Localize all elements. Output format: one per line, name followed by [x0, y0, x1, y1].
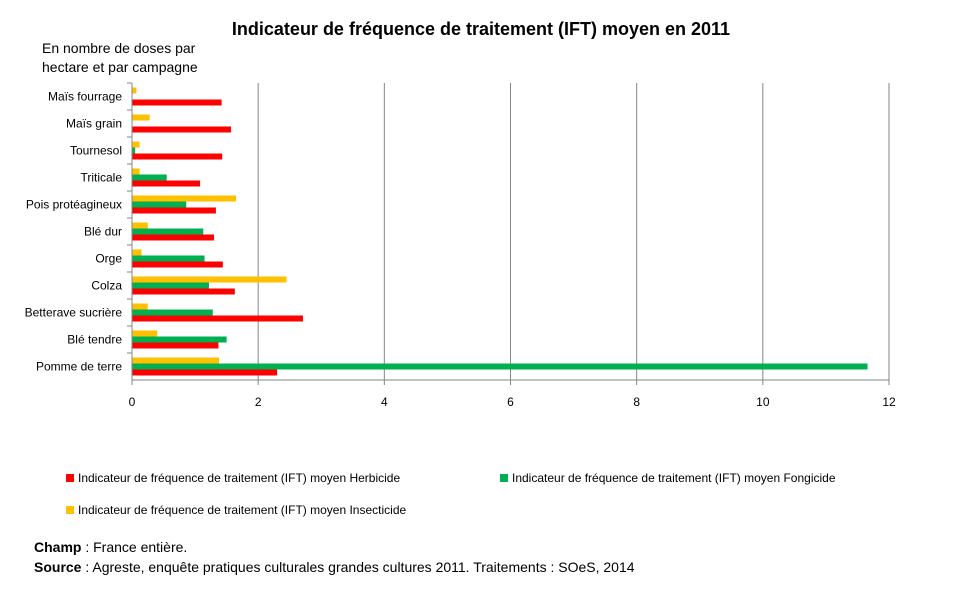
bar	[132, 369, 278, 376]
bar	[132, 195, 237, 202]
bar	[132, 141, 140, 148]
category-label: Blé dur	[84, 225, 122, 239]
bar	[132, 114, 150, 121]
category-label: Maïs grain	[66, 117, 122, 131]
footer-champ: Champ : France entière.	[34, 539, 187, 555]
x-tick-labels: 0 2 4 6 8 10 12	[129, 395, 896, 409]
bar	[132, 315, 303, 322]
footer-source-text: : Agreste, enquête pratiques culturales …	[81, 559, 635, 575]
bar	[132, 168, 140, 175]
bar	[132, 276, 287, 283]
bar	[132, 303, 148, 310]
footer-source: Source : Agreste, enquête pratiques cult…	[34, 559, 635, 575]
bar	[132, 363, 868, 370]
x-tick-label: 2	[255, 395, 262, 409]
bars	[132, 87, 868, 376]
bar	[132, 309, 213, 316]
category-label: Pois protéagineux	[26, 198, 122, 212]
category-label: Orge	[95, 252, 122, 266]
legend-label-insecticide: Indicateur de fréquence de traitement (I…	[78, 503, 407, 517]
bar	[132, 282, 209, 289]
legend-swatch-insecticide	[66, 506, 74, 514]
bar	[132, 261, 223, 268]
bar	[132, 222, 148, 229]
footer-source-label: Source	[34, 559, 82, 575]
x-tick-label: 4	[381, 395, 388, 409]
legend-swatch-fongicide	[500, 474, 508, 482]
x-tick-label: 10	[756, 395, 770, 409]
bar	[132, 228, 204, 235]
legend-label-fongicide: Indicateur de fréquence de traitement (I…	[512, 471, 836, 485]
bar	[132, 153, 223, 160]
bar	[132, 201, 187, 208]
category-label: Colza	[91, 279, 122, 293]
bar	[132, 249, 142, 256]
legend-item-insecticide: Indicateur de fréquence de traitement (I…	[66, 503, 406, 517]
category-label: Maïs fourrage	[48, 90, 122, 104]
category-label: Triticale	[80, 171, 122, 185]
unit-label-line-2: hectare et par campagne	[42, 59, 198, 75]
category-label: Betterave sucrière	[25, 306, 123, 320]
category-label: Blé tendre	[67, 333, 122, 347]
x-tick-label: 0	[129, 395, 136, 409]
category-label: Pomme de terre	[36, 360, 122, 374]
bar	[132, 255, 205, 262]
category-label: Tournesol	[70, 144, 122, 158]
category-labels: Maïs fourrage Maïs grain Tournesol Tritical…	[25, 90, 123, 374]
bar	[132, 342, 219, 349]
footer-champ-label: Champ	[34, 539, 82, 555]
bar	[132, 99, 222, 106]
chart-title: Indicateur de fréquence de traitement (I…	[232, 19, 730, 39]
bar	[132, 147, 136, 154]
legend-item-fongicide: Indicateur de fréquence de traitement (I…	[500, 471, 836, 485]
legend-item-herbicide: Indicateur de fréquence de traitement (I…	[66, 471, 400, 485]
gridlines	[257, 83, 890, 380]
bar	[132, 126, 232, 133]
bar	[132, 207, 216, 214]
legend-label-herbicide: Indicateur de fréquence de traitement (I…	[78, 471, 401, 485]
x-tick-label: 8	[633, 395, 640, 409]
bar	[132, 180, 201, 187]
legend-swatch-herbicide	[66, 474, 74, 482]
bar	[132, 87, 137, 94]
unit-label-line-1: En nombre de doses par	[42, 40, 196, 56]
bar	[132, 336, 227, 343]
x-tick-label: 6	[507, 395, 514, 409]
bar	[132, 288, 235, 295]
bar	[132, 174, 167, 181]
x-tick-label: 12	[882, 395, 896, 409]
bar	[132, 330, 158, 337]
bar	[132, 234, 215, 241]
footer-champ-text: : France entière.	[81, 539, 188, 555]
bar	[132, 357, 220, 364]
axes	[127, 82, 890, 385]
